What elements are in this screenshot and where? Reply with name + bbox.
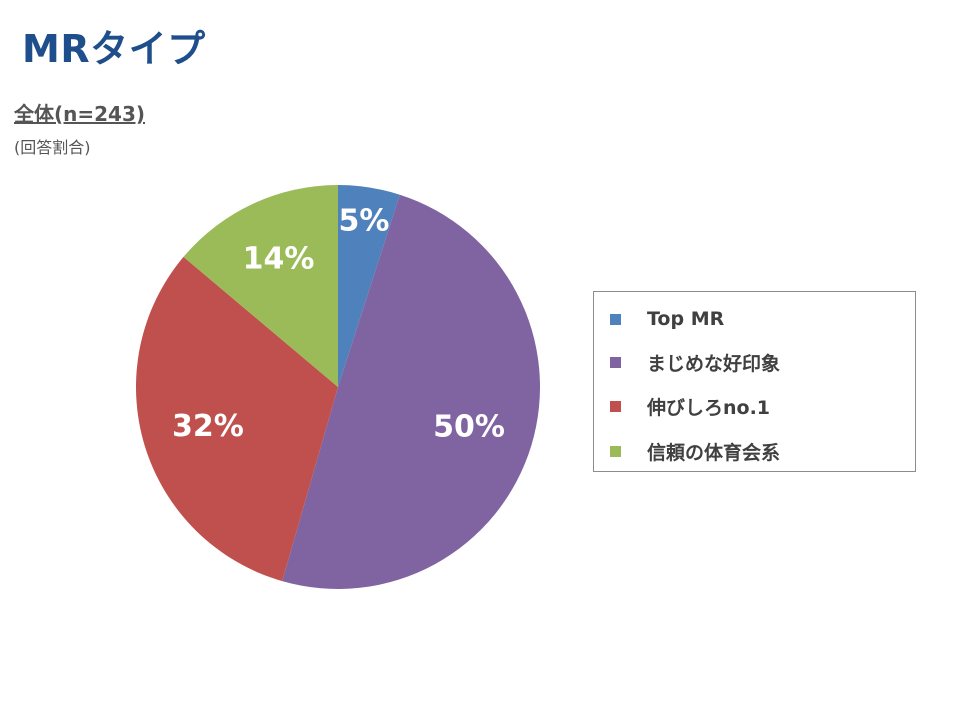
legend-label: Top MR bbox=[647, 308, 725, 330]
legend-swatch-shinrai bbox=[610, 445, 621, 457]
legend-label: まじめな好印象 bbox=[647, 352, 781, 375]
pie-slice-top-mr bbox=[338, 185, 400, 387]
chart-subtitle: 全体(n=243) bbox=[14, 102, 146, 126]
pie-slice-nobishiro bbox=[135, 256, 338, 582]
pie-label-nobishiro: 32% bbox=[172, 409, 244, 444]
legend-label: 伸びしろno.1 bbox=[647, 396, 771, 419]
legend-item-nobishiro: 伸びしろno.1 bbox=[610, 394, 771, 419]
pie-slice-majime bbox=[282, 194, 541, 590]
legend-swatch-nobishiro bbox=[610, 400, 621, 412]
pie-slice-shinrai bbox=[183, 185, 338, 387]
page-title: MRタイプ bbox=[22, 27, 206, 71]
chart-note: (回答割合) bbox=[14, 138, 91, 157]
legend-item-majime: まじめな好印象 bbox=[610, 350, 781, 375]
pie-label-top-mr: 5% bbox=[339, 204, 390, 239]
legend-label: 信頼の体育会系 bbox=[647, 441, 781, 464]
pie-label-shinrai: 14% bbox=[243, 242, 315, 277]
chart-legend: Top MR まじめな好印象 伸びしろno.1 信頼の体育会系 bbox=[593, 291, 916, 472]
legend-swatch-top-mr bbox=[610, 313, 621, 325]
legend-item-top-mr: Top MR bbox=[610, 307, 724, 331]
legend-item-shinrai: 信頼の体育会系 bbox=[610, 439, 781, 464]
legend-swatch-majime bbox=[610, 356, 621, 368]
pie-label-majime: 50% bbox=[433, 409, 505, 444]
